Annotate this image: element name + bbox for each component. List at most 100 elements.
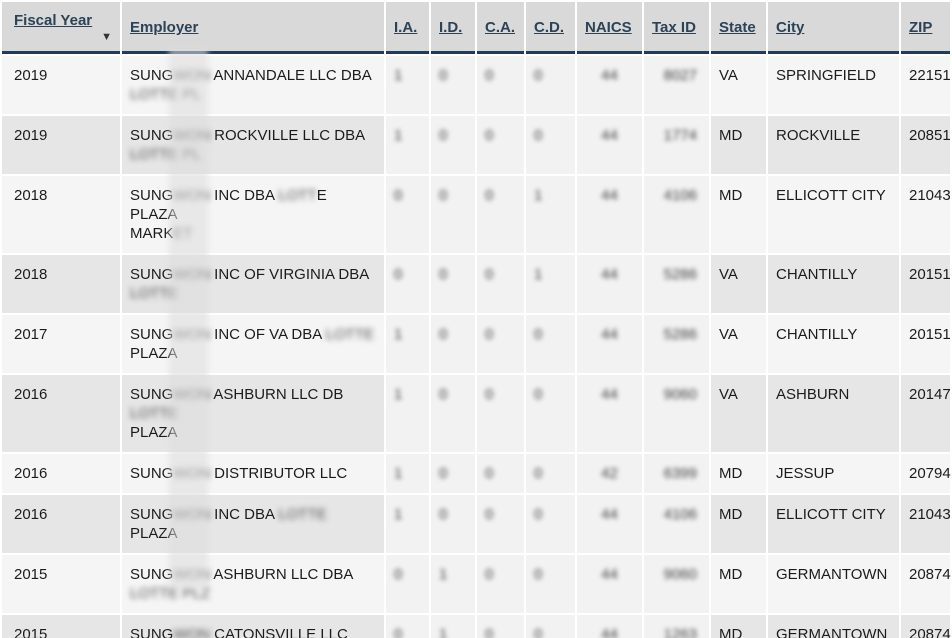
employer-line1: SUNGWON CATONSVILLE LLC DBA bbox=[130, 625, 376, 638]
redacted-value: 44 bbox=[601, 127, 618, 144]
redacted-value: 0 bbox=[485, 626, 494, 638]
redacted-value: 1774 bbox=[663, 127, 697, 144]
tax-id-cell: 4106 bbox=[644, 176, 709, 253]
zip-cell: 20151 bbox=[901, 315, 951, 373]
fiscal-year-cell: 2016 bbox=[2, 454, 120, 493]
redacted-value: 1 bbox=[439, 566, 448, 583]
state-cell: VA bbox=[711, 315, 766, 373]
redacted-value: 1 bbox=[534, 187, 543, 204]
employer-cell: SUNGWON ROCKVILLE LLC DBA LOTTE PL bbox=[122, 116, 384, 174]
cell-text: PLAZA bbox=[130, 345, 178, 362]
redacted-text: WON bbox=[173, 506, 211, 523]
column-header-state[interactable]: State bbox=[711, 2, 766, 54]
column-label: Employer bbox=[130, 19, 199, 36]
redacted-text: ET bbox=[173, 225, 193, 242]
redacted-text: WON bbox=[173, 187, 211, 204]
redacted-text: LOTT bbox=[278, 187, 317, 204]
column-label: State bbox=[719, 19, 756, 36]
ca-cell: 0 bbox=[477, 315, 524, 373]
column-header-naics[interactable]: NAICS bbox=[577, 2, 642, 54]
id-cell: 0 bbox=[431, 255, 475, 313]
cell-text: ANNANDALE LLC DBA bbox=[210, 67, 372, 84]
naics-cell: 44 bbox=[577, 375, 642, 452]
id-cell: 1 bbox=[431, 555, 475, 613]
cd-cell: 0 bbox=[526, 495, 575, 553]
state-cell: MD bbox=[711, 116, 766, 174]
redacted-text: WON bbox=[173, 266, 211, 283]
ia-cell: 1 bbox=[386, 495, 429, 553]
employer-line1: SUNGWON ASHBURN LLC DBA bbox=[130, 565, 376, 584]
city-cell: GERMANTOWN bbox=[768, 555, 899, 613]
redacted-value: 0 bbox=[485, 127, 494, 144]
redacted-value: 4106 bbox=[663, 187, 697, 204]
cell-text: DISTRIBUTOR LLC bbox=[210, 465, 348, 482]
column-header-fiscal_year[interactable]: Fiscal Year ▼ bbox=[2, 2, 120, 54]
naics-cell: 44 bbox=[577, 615, 642, 638]
ia-cell: 0 bbox=[386, 555, 429, 613]
column-header-cd[interactable]: C.D. bbox=[526, 2, 575, 54]
ca-cell: 0 bbox=[477, 56, 524, 114]
redacted-value: 0 bbox=[394, 187, 403, 204]
naics-cell: 44 bbox=[577, 495, 642, 553]
employer-line1: SUNGWON ANNANDALE LLC DBA bbox=[130, 66, 376, 85]
cell-text: SUNG bbox=[130, 266, 174, 283]
id-cell: 0 bbox=[431, 116, 475, 174]
state-cell: VA bbox=[711, 255, 766, 313]
redacted-value: 0 bbox=[485, 326, 494, 343]
column-header-idd[interactable]: I.D. bbox=[431, 2, 475, 54]
redacted-value: 1 bbox=[394, 506, 403, 523]
column-header-city[interactable]: City bbox=[768, 2, 899, 54]
header-row: Fiscal Year ▼ Employer I.A. I.D. C.A. C.D. NAIC… bbox=[2, 2, 950, 54]
redacted-value: 44 bbox=[601, 266, 618, 283]
redacted-value: 44 bbox=[601, 506, 618, 523]
naics-cell: 42 bbox=[577, 454, 642, 493]
fiscal-year-cell: 2017 bbox=[2, 315, 120, 373]
ca-cell: 0 bbox=[477, 176, 524, 253]
redacted-value: 0 bbox=[439, 127, 448, 144]
redacted-text: LOTTE bbox=[130, 405, 179, 422]
redacted-value: 5286 bbox=[663, 266, 697, 283]
naics-cell: 44 bbox=[577, 555, 642, 613]
employer-line1: SUNGWON INC DBA LOTTE PLAZA bbox=[130, 505, 376, 543]
column-header-employer[interactable]: Employer bbox=[122, 2, 384, 54]
id-cell: 0 bbox=[431, 375, 475, 452]
zip-cell: 20794 bbox=[901, 454, 951, 493]
id-cell: 0 bbox=[431, 315, 475, 373]
id-cell: 0 bbox=[431, 56, 475, 114]
fiscal-year-cell: 2015 bbox=[2, 615, 120, 638]
employer-line1: SUNGWON INC OF VA DBA LOTTE bbox=[130, 325, 376, 344]
zip-cell: 22151 bbox=[901, 56, 951, 114]
table-row: 2017 SUNGWON INC OF VA DBA LOTTE PLAZA 1 0 0 0… bbox=[2, 315, 951, 373]
column-header-ia[interactable]: I.A. bbox=[386, 2, 429, 54]
redacted-value: 0 bbox=[485, 67, 494, 84]
table-row: 2019 SUNGWON ROCKVILLE LLC DBA LOTTE PL 1 0 0… bbox=[2, 116, 951, 174]
employer-line2: PLAZA bbox=[130, 423, 376, 442]
column-header-tax_id[interactable]: Tax ID bbox=[644, 2, 709, 54]
employer-line1: SUNGWON INC DBA LOTTE PLAZA bbox=[130, 186, 376, 224]
column-label: I.D. bbox=[439, 19, 463, 36]
column-header-ca[interactable]: C.A. bbox=[477, 2, 524, 54]
redacted-value: 8027 bbox=[663, 67, 697, 84]
zip-cell: 21043 bbox=[901, 176, 951, 253]
redacted-value: 0 bbox=[394, 566, 403, 583]
cell-text: MARK bbox=[130, 225, 174, 242]
zip-cell: 20851 bbox=[901, 116, 951, 174]
redacted-text: WON bbox=[173, 67, 211, 84]
cell-text: INC DBA bbox=[210, 187, 279, 204]
naics-cell: 44 bbox=[577, 315, 642, 373]
cell-text: SUNG bbox=[130, 506, 174, 523]
redacted-text: LOTTE bbox=[130, 285, 179, 302]
redacted-value: 0 bbox=[439, 386, 448, 403]
redacted-value: 0 bbox=[534, 326, 543, 343]
cell-text: CATONSVILLE LLC DBA bbox=[214, 626, 348, 638]
column-label: C.D. bbox=[534, 19, 564, 36]
ca-cell: 0 bbox=[477, 255, 524, 313]
cell-text: PLAZA bbox=[130, 525, 178, 542]
naics-cell: 44 bbox=[577, 56, 642, 114]
redacted-value: 0 bbox=[534, 626, 543, 638]
ca-cell: 0 bbox=[477, 116, 524, 174]
column-header-zip[interactable]: ZIP bbox=[901, 2, 950, 54]
ia-cell: 1 bbox=[386, 454, 429, 493]
redacted-value: 1 bbox=[394, 326, 403, 343]
cd-cell: 1 bbox=[526, 176, 575, 253]
